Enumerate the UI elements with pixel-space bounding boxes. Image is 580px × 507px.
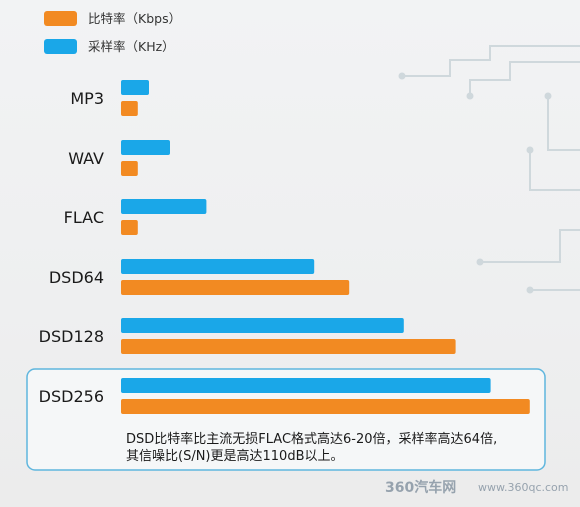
note-line-1: DSD比特率比主流无损FLAC格式高达6-20倍，采样率高达64倍,	[126, 431, 497, 447]
legend-label-bitrate: 比特率（Kbps）	[88, 11, 181, 26]
category-label-dsd256: DSD256	[39, 387, 104, 406]
bar-samplerate-wav	[121, 140, 170, 155]
category-label-wav: WAV	[68, 149, 104, 168]
category-label-dsd64: DSD64	[49, 268, 104, 287]
bar-bitrate-dsd256	[121, 399, 530, 414]
note-line-2: 其信噪比(S/N)更是高达110dB以上。	[126, 448, 343, 464]
watermark-url: www.360qc.com	[478, 481, 569, 494]
bars-group	[121, 80, 530, 414]
watermark-logo: 360汽车网	[385, 479, 456, 496]
bar-bitrate-flac	[121, 220, 138, 235]
legend-swatch-bitrate	[44, 11, 77, 26]
bar-bitrate-dsd64	[121, 280, 350, 295]
bar-samplerate-dsd256	[121, 378, 491, 393]
category-label-dsd128: DSD128	[39, 327, 104, 346]
decorative-circuit-lines	[398, 45, 580, 294]
bar-samplerate-mp3	[121, 80, 149, 95]
legend: 比特率（Kbps） 采样率（KHz）	[44, 11, 181, 54]
bar-bitrate-dsd128	[121, 339, 456, 354]
category-label-flac: FLAC	[64, 208, 104, 227]
category-label-mp3: MP3	[70, 89, 104, 108]
bar-samplerate-flac	[121, 199, 207, 214]
legend-label-samplerate: 采样率（KHz）	[88, 39, 175, 54]
bar-samplerate-dsd128	[121, 318, 404, 333]
bar-bitrate-wav	[121, 161, 138, 176]
category-labels: MP3 WAV FLAC DSD64 DSD128 DSD256	[39, 89, 104, 406]
bar-samplerate-dsd64	[121, 259, 315, 274]
highlight-box	[26, 368, 546, 471]
legend-swatch-samplerate	[44, 39, 77, 54]
bar-bitrate-mp3	[121, 101, 138, 116]
